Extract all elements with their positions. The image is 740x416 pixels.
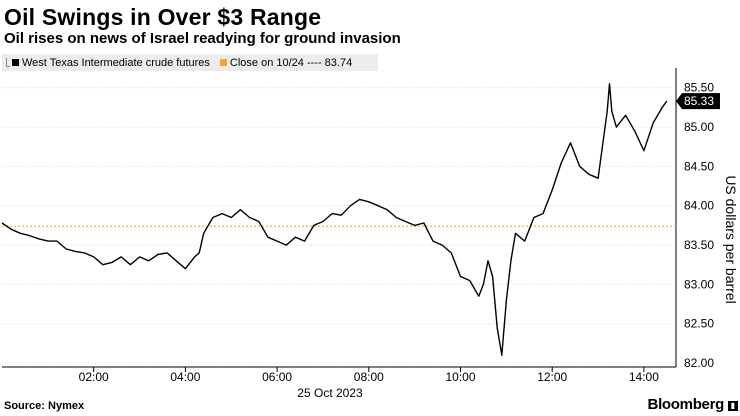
x-tick-label: 04:00 [170, 370, 200, 384]
y-tick-label: 83.00 [684, 277, 714, 291]
legend-item-close: Close on 10/24 ---- 83.74 [219, 56, 353, 69]
wti-price-line [1, 83, 668, 356]
y-tick-label: 85.00 [684, 120, 714, 134]
x-tick-label: 14:00 [629, 370, 659, 384]
y-tick-label: 82.00 [684, 356, 714, 370]
x-tick-label: 12:00 [537, 370, 567, 384]
legend: West Texas Intermediate crude futures Cl… [2, 54, 378, 71]
legend-label-close: Close on 10/24 ---- 83.74 [229, 56, 353, 69]
brand-logo: Bloomberg [647, 396, 725, 413]
y-tick-label: 82.50 [684, 317, 714, 331]
last-value-label: 85.33 [684, 94, 714, 108]
legend-swatch-close [219, 59, 227, 66]
last-value-badge [676, 93, 720, 110]
x-tick-label: 10:00 [445, 370, 475, 384]
x-tick-label: 02:00 [79, 370, 109, 384]
y-tick-label: 85.50 [684, 81, 714, 95]
x-tick-label: 06:00 [262, 370, 292, 384]
terminal-icon: ▮ [728, 401, 738, 411]
chart-title: Oil Swings in Over $3 Range [4, 4, 322, 30]
legend-item-wti: West Texas Intermediate crude futures [6, 57, 210, 69]
x-tick-label: 08:00 [354, 370, 384, 384]
pin-icon [6, 58, 10, 67]
y-tick-label: 84.50 [684, 159, 714, 173]
source-note: Source: Nymex [4, 400, 85, 412]
legend-label-wti: West Texas Intermediate crude futures [22, 56, 210, 69]
legend-swatch-wti [12, 59, 19, 66]
y-tick-label: 84.00 [684, 199, 714, 213]
chart-subtitle: Oil rises on news of Israel readying for… [4, 30, 401, 47]
y-tick-label: 83.50 [684, 238, 714, 252]
x-axis-label: 25 Oct 2023 [297, 386, 363, 400]
y-axis-label: US dollars per barrel [723, 175, 739, 303]
